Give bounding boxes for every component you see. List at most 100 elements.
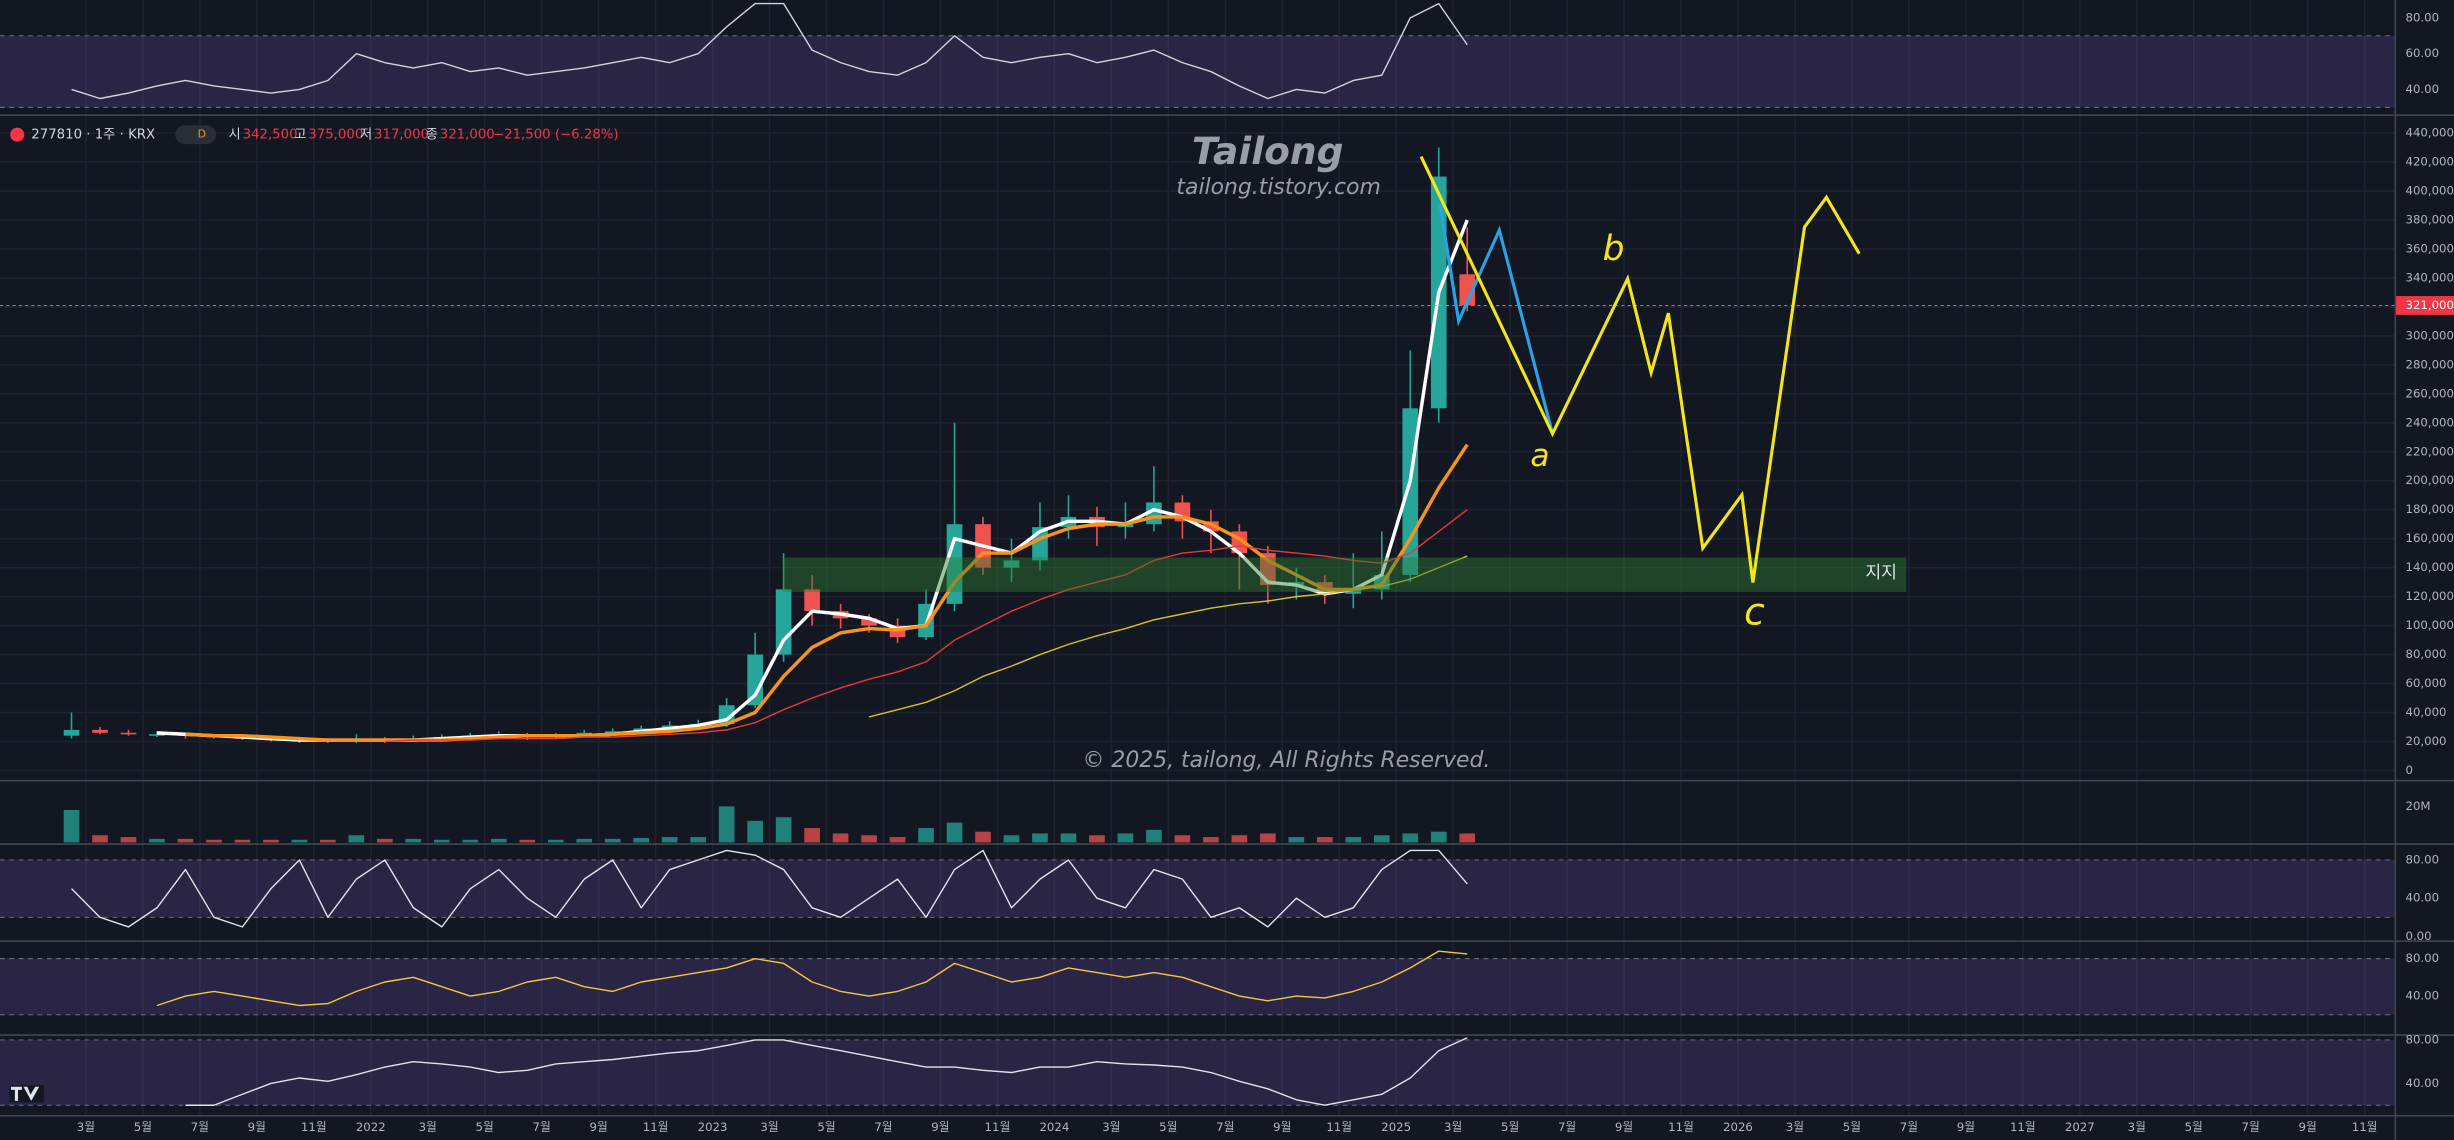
x-tick-label: 7월 [1900,1120,1918,1134]
oscillator-line [156,950,1468,1007]
y-tick-label: 240,000 [2405,415,2454,429]
oscillator-line [71,849,1468,928]
y-tick-label: 80.00 [2405,951,2439,965]
candle-body [804,589,820,612]
x-tick-label: 5월 [1159,1120,1177,1134]
x-tick-label: 9월 [1615,1120,1633,1134]
oscillator-line [71,2,1468,100]
x-tick-label: 5월 [476,1120,494,1134]
y-tick-label: 60.00 [2405,46,2439,60]
grid-layer [0,0,2395,1115]
volume-bar [490,838,507,843]
badge: D [198,128,206,141]
candle-body [1203,521,1219,532]
x-tick-label: 9월 [590,1120,608,1134]
y-tick-label: 260,000 [2405,386,2454,400]
y-tick-label: 20M [2405,799,2430,813]
badge-bg [175,125,216,145]
volume-bar [661,837,678,843]
x-tick-label: 5월 [134,1120,152,1134]
tv-logo [9,1085,44,1103]
x-tick-label: 11월 [643,1120,669,1134]
x-tick-label: 11월 [1326,1120,1352,1134]
volume-bar [263,839,279,843]
x-tick-label: 9월 [2299,1120,2317,1134]
candle-body [120,732,137,735]
ohlc-label: 종 [426,128,438,143]
y-tick-label: 420,000 [2405,155,2454,169]
watermark-url: tailong.tistory.com [1176,175,1380,200]
volume-bar [1316,837,1333,843]
volume-bar [234,839,251,843]
x-tick-label: 2025 [1381,1120,1411,1134]
y-tick-label: 380,000 [2405,212,2454,226]
x-tick-label: 2027 [2065,1120,2095,1134]
volume-bar [1430,831,1447,843]
volume-bar [291,839,308,843]
wave-label: b [1603,229,1625,269]
y-tick-label: 160,000 [2405,531,2454,545]
y-tick-label: 340,000 [2405,270,2454,284]
x-tick-label: 5월 [817,1120,835,1134]
y-tick-label: 20,000 [2405,734,2446,748]
y-tick-label: 80.00 [2405,1032,2439,1046]
x-tick-label: 7월 [533,1120,551,1134]
y-tick-label: 100,000 [2405,618,2454,632]
watermark-title: Tailong [1192,129,1344,173]
candle-body [92,729,108,733]
volume-bar [861,835,877,843]
x-tick-label: 7월 [1558,1120,1576,1134]
support-zone [782,557,1907,592]
volume-bar [747,820,763,843]
volume-bar [804,828,820,843]
volume-bar [1402,833,1419,843]
x-tick-label: 2026 [1723,1120,1753,1134]
candle-body [149,734,165,736]
candle-body [1459,274,1476,306]
oscillator-band [0,35,2395,108]
volume-bar [348,835,365,843]
volume-bar [519,839,536,843]
x-tick-label: 3월 [1444,1120,1462,1134]
y-tick-label: 0.00 [2405,929,2431,943]
x-tick-label: 5월 [2185,1120,2203,1134]
y-tick-label: 0 [2405,763,2412,777]
y-tick-label: 40.00 [2405,989,2439,1003]
y-tick-label: 120,000 [2405,589,2454,603]
oscillator-band [0,859,2395,918]
ohlc-value: 317,000 [374,128,429,143]
x-tick-label: 9월 [931,1120,949,1134]
volume-bar [1003,835,1020,843]
x-tick-label: 7월 [191,1120,209,1134]
volume-bar [1459,833,1476,843]
y-tick-label: 40.00 [2405,891,2439,905]
x-tick-label: 9월 [1957,1120,1975,1134]
price-change: −21,500 (−6.28%) [493,128,619,143]
ohlc-value: 321,000 [440,128,495,143]
x-tick-label: 5월 [1501,1120,1519,1134]
y-tick-label: 220,000 [2405,444,2454,458]
volume-bar [690,837,706,843]
oscillator-band [0,1039,2395,1106]
ohlc-value: 375,000 [308,128,363,143]
ohlc-label: 시 [228,128,240,143]
x-tick-label: 2022 [356,1120,386,1134]
y-tick-label: 300,000 [2405,328,2454,342]
y-tick-label: 180,000 [2405,502,2454,516]
volume-bar [377,838,393,843]
volume-bar [462,839,479,843]
y-tick-label: 80.00 [2405,852,2439,866]
volume-bar [149,838,165,843]
volume-bar [177,838,194,843]
volume-bar [975,831,991,843]
x-tick-label: 11월 [2010,1120,2036,1134]
candle-body [946,524,963,604]
y-tick-label: 140,000 [2405,560,2454,574]
y-tick-label: 40.00 [2405,82,2439,96]
volume-bar [1089,835,1105,843]
x-tick-label: 3월 [1102,1120,1120,1134]
volume-bar [633,837,650,843]
